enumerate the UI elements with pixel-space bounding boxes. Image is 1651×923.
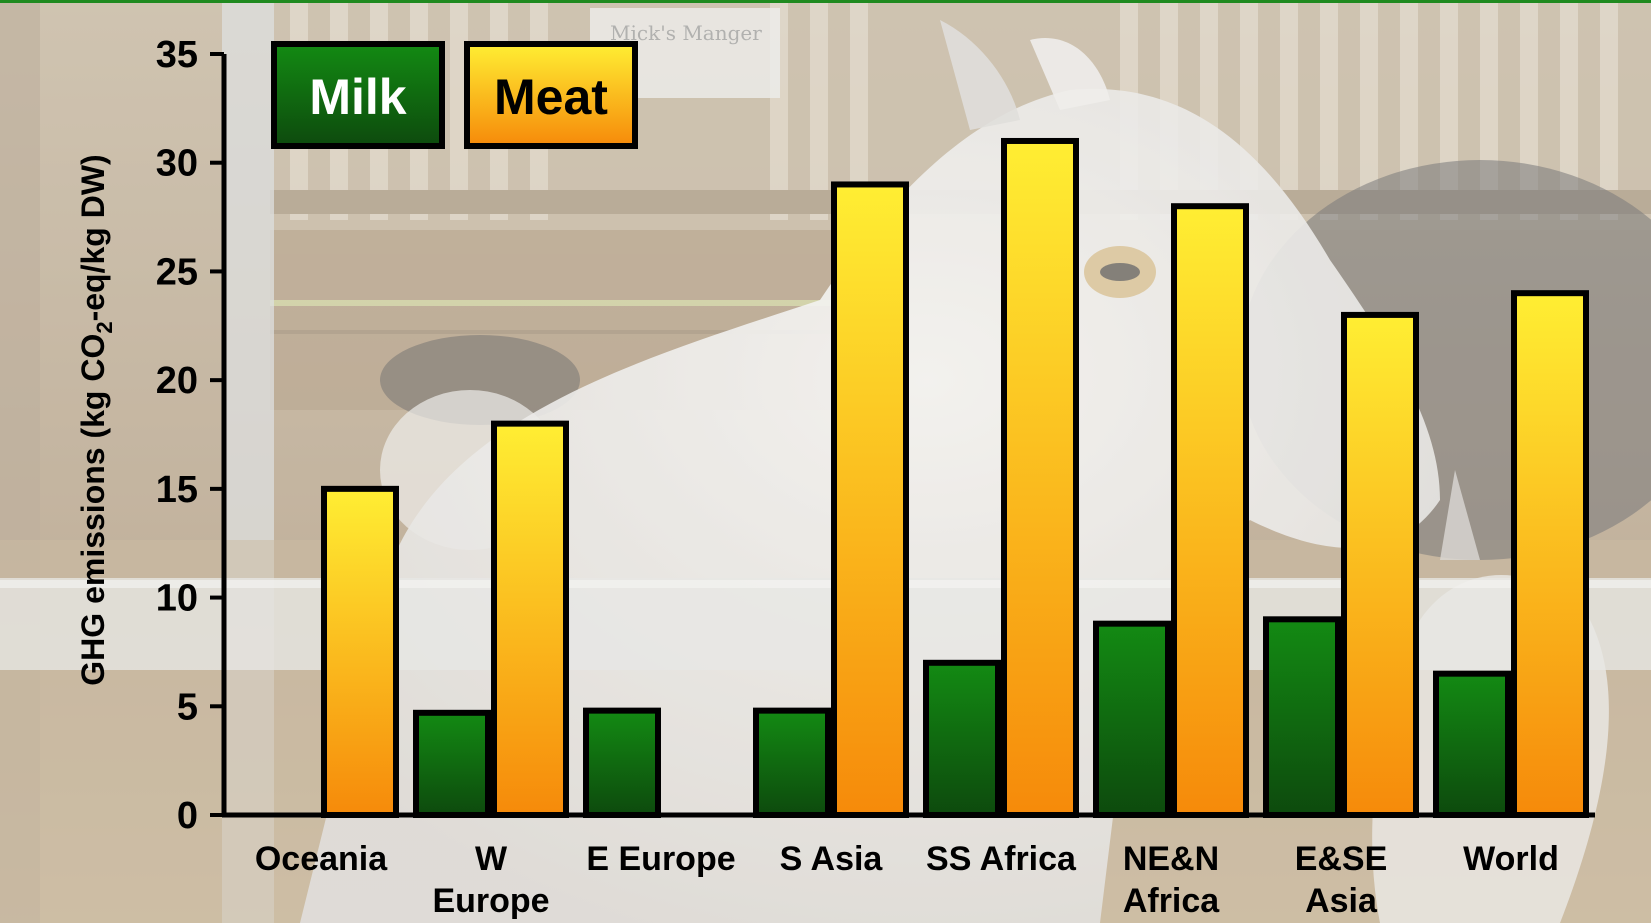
x-category-label: S Asia (780, 840, 884, 878)
bar-milk-e-europe (583, 707, 661, 818)
x-category-label: NE&N Africa (1123, 840, 1220, 920)
y-tick-labels: 0 5 10 15 20 25 30 35 (156, 34, 224, 837)
bar-meat-e-se-asia (1341, 311, 1419, 818)
legend: Milk Meat (271, 41, 638, 149)
y-tick-label: 10 (156, 578, 198, 620)
legend-swatch-meat (464, 41, 638, 149)
bar-milk-world (1433, 670, 1511, 819)
y-tick-label: 35 (156, 34, 198, 76)
y-tick-label: 0 (177, 795, 198, 837)
bar-milk-ne-n-africa (1093, 620, 1171, 818)
legend-label-milk: Milk (309, 69, 406, 125)
bars-group (321, 137, 1589, 819)
x-category-label: E&SE Asia (1295, 840, 1388, 920)
y-tick-label: 30 (156, 143, 198, 185)
x-category-label: W Europe (432, 840, 549, 920)
y-axis-label: GHG emissions (kg CO2-eq/kg DW) (75, 154, 117, 685)
x-category-label: Oceania (255, 840, 388, 878)
bar-meat-world (1511, 290, 1589, 818)
y-tick-label: 15 (156, 469, 198, 511)
bar-meat-s-asia (831, 181, 909, 818)
y-tick-label: 20 (156, 360, 198, 402)
bar-milk-s-asia (753, 707, 831, 818)
axes-group (221, 54, 1595, 818)
legend-item-meat: Meat (464, 41, 638, 149)
bar-meat-ne-n-africa (1171, 203, 1249, 818)
bar-meat-oceania (321, 485, 399, 818)
y-axis-label-prefix: GHG emissions (kg CO (75, 334, 111, 686)
y-axis-label-suffix: -eq/kg DW) (75, 154, 111, 321)
bar-meat-ss-africa (1001, 137, 1079, 818)
bar-milk-w-europe (413, 709, 491, 819)
top-accent-line (0, 0, 1651, 3)
y-axis-label-subscript: 2 (92, 321, 117, 333)
bar-milk-ss-africa (923, 659, 1001, 818)
legend-label-meat: Meat (494, 69, 608, 125)
x-category-label: E Europe (586, 840, 735, 878)
y-tick-label: 5 (177, 686, 198, 728)
x-category-label: SS Africa (926, 840, 1077, 878)
bar-meat-w-europe (491, 420, 569, 818)
x-category-labels: Oceania W Europe E Europe S Asia SS Africa NE&… (255, 840, 1559, 920)
x-category-label: World (1463, 840, 1559, 878)
y-tick-label: 25 (156, 251, 198, 293)
legend-item-milk: Milk (271, 41, 445, 149)
legend-swatch-milk (271, 41, 445, 149)
bar-milk-e-se-asia (1263, 616, 1341, 818)
